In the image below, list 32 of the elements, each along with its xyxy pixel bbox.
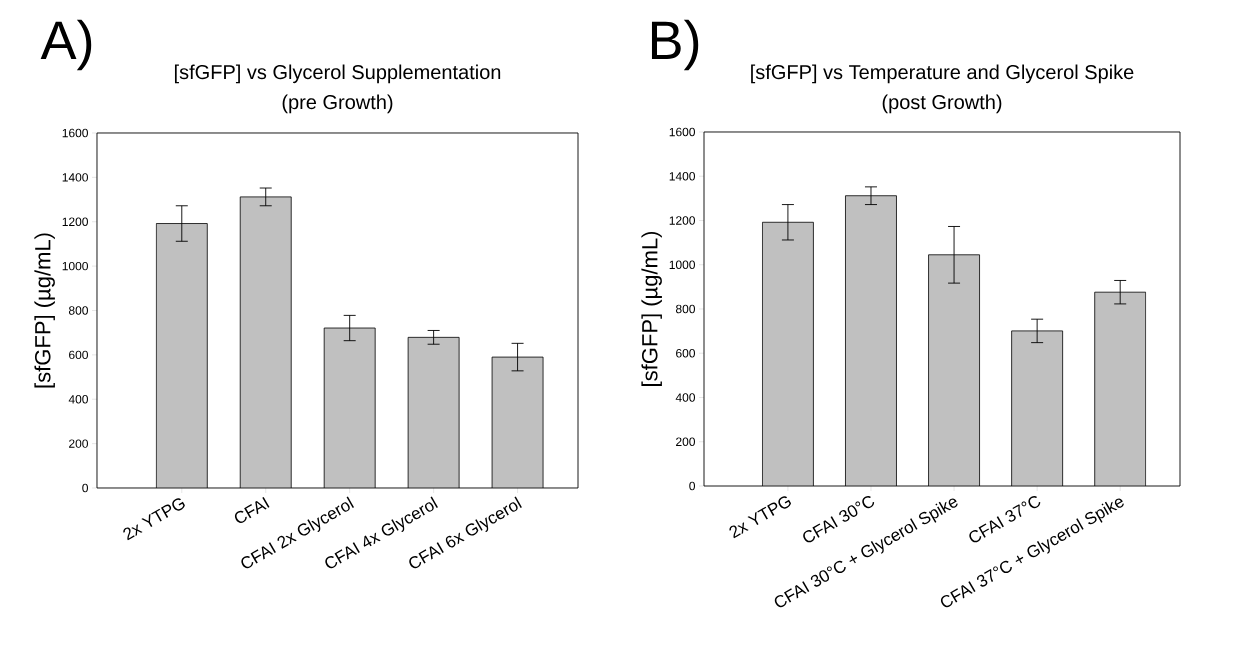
bar <box>323 327 376 488</box>
y-tick-label: 0 <box>82 483 88 493</box>
y-tick-label: 800 <box>68 306 88 315</box>
chart-subtitle: (post Growth) <box>882 94 1002 114</box>
text: A) <box>40 19 92 71</box>
y-tick-label: 400 <box>675 393 696 402</box>
bar <box>491 356 544 488</box>
text: B) <box>651 19 699 71</box>
y-tick-label: 600 <box>676 349 696 358</box>
bar <box>155 223 208 488</box>
y-tick-label: 200 <box>676 437 696 446</box>
chart-title: [sfGFP] vs Glycerol Supplementation <box>174 64 501 84</box>
y-tick-label: 1400 <box>669 172 696 181</box>
y-tick-label: 1000 <box>62 261 88 271</box>
y-tick-label: 1200 <box>62 217 88 226</box>
y-tick-label: 1600 <box>62 128 88 138</box>
chart-title: [sfGFP] vs Temperature and Glycerol Spike <box>751 64 1134 84</box>
chart-subtitle: (pre Growth) <box>282 94 393 114</box>
y-tick-label: 1400 <box>62 173 88 182</box>
bar <box>239 196 292 488</box>
y-tick-label: 600 <box>69 350 88 360</box>
y-tick-label: 1000 <box>669 260 696 269</box>
y-tick-label: 400 <box>68 395 88 404</box>
bar <box>407 336 460 488</box>
y-axis-title: [sfGFP] (µg/mL) <box>34 233 55 388</box>
x-tick-label: CFAI <box>234 496 270 523</box>
y-tick-label: 1600 <box>669 127 696 137</box>
y-axis-title: [sfGFP] (µg/mL) <box>641 231 662 386</box>
y-tick-label: 800 <box>675 304 696 314</box>
y-tick-label: 1200 <box>669 216 696 225</box>
y-tick-label: 200 <box>69 439 88 448</box>
y-tick-label: 0 <box>689 481 696 491</box>
